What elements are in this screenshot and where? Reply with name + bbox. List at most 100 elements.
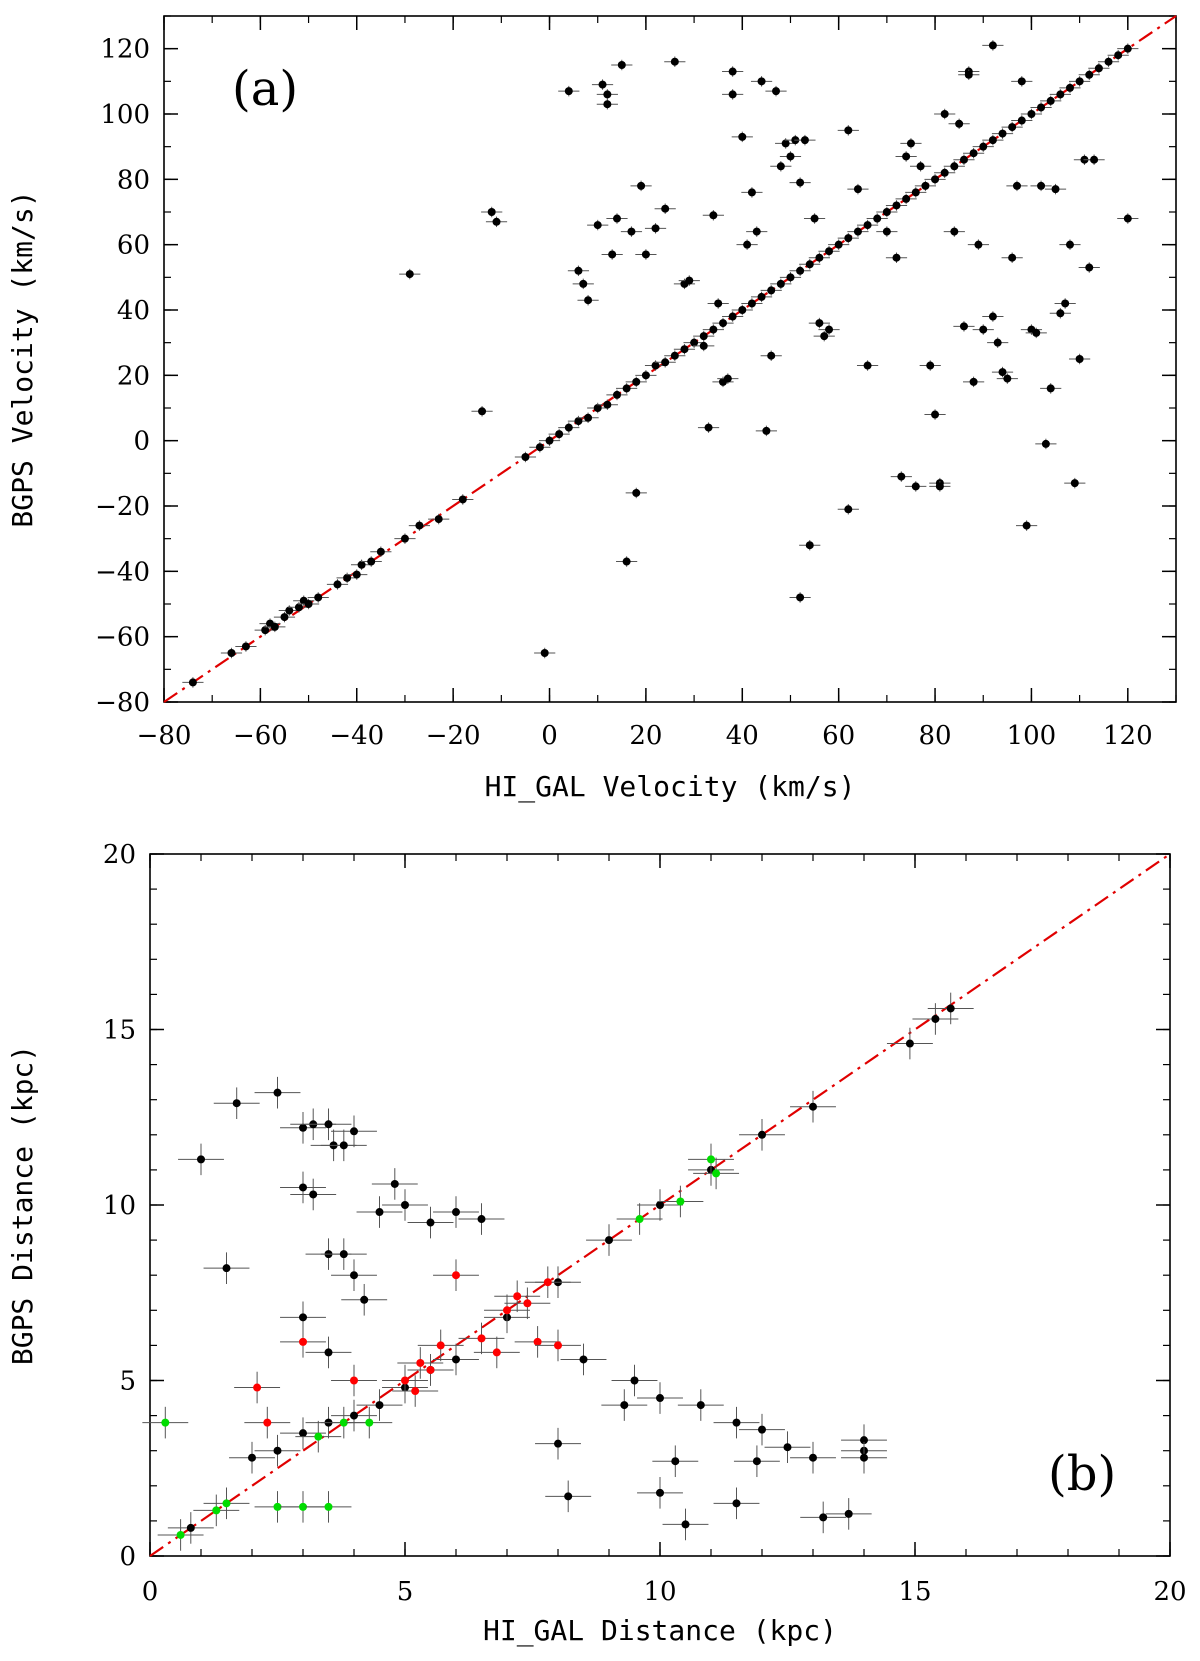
data-point	[304, 600, 313, 608]
y-tick-label: 100	[100, 100, 150, 130]
ticks-a: −80 −60 −40 −20 0 20 40 60 80 100 120 −80 −60 −40 −20 0…	[95, 15, 1177, 751]
x-tick-label: 40	[726, 721, 759, 751]
data-point	[809, 1453, 817, 1462]
series-outliers	[399, 40, 1139, 659]
data-point	[324, 1502, 333, 1511]
data-point	[1051, 185, 1060, 194]
data-point	[627, 227, 636, 236]
data-point	[1008, 253, 1017, 262]
x-axis-label-b: HI_GAL Distance (kpc)	[483, 1614, 837, 1648]
data-point	[176, 1530, 185, 1539]
data-point	[352, 570, 361, 579]
data-point	[696, 1401, 705, 1410]
data-point	[1085, 70, 1094, 79]
data-point	[564, 87, 573, 96]
data-point	[478, 407, 487, 416]
data-point	[656, 1394, 664, 1403]
y-tick-label: 20	[103, 840, 136, 870]
data-point	[783, 1443, 792, 1452]
data-point	[188, 678, 197, 687]
data-point	[294, 603, 303, 612]
panel-label-a: (a)	[232, 61, 298, 117]
data-point	[622, 384, 631, 393]
data-point	[860, 1436, 868, 1445]
panel-b-distance: 0 5 10 15 20 0 5 10 15 20 (b) HI_GAL Distance (kp…	[6, 840, 1187, 1648]
data-point	[533, 1337, 542, 1346]
data-point	[809, 1102, 817, 1111]
data-point	[819, 1513, 828, 1522]
data-point	[1123, 44, 1132, 53]
x-tick-label: 20	[1153, 1577, 1186, 1607]
data-point	[1037, 103, 1046, 112]
data-point	[661, 358, 670, 367]
data-point	[998, 368, 1007, 377]
data-point	[1114, 51, 1123, 60]
data-point	[776, 279, 785, 288]
data-point	[263, 1418, 272, 1427]
data-point	[946, 1004, 955, 1013]
x-axis-label-a: HI_GAL Velocity (km/s)	[485, 770, 856, 804]
data-point	[902, 152, 911, 161]
data-point	[1022, 521, 1031, 530]
data-point	[1075, 77, 1084, 86]
series-black-sources	[167, 992, 974, 1544]
data-point	[825, 247, 834, 256]
data-point	[905, 1039, 914, 1048]
data-point	[860, 1453, 868, 1462]
data-point	[574, 417, 583, 426]
data-point	[906, 139, 915, 148]
y-tick-label: 80	[117, 165, 150, 195]
data-point	[762, 426, 771, 435]
data-point	[477, 1215, 486, 1224]
y-tick-label: 60	[117, 231, 150, 261]
x-tick-label: −20	[426, 721, 481, 751]
data-point	[241, 642, 250, 651]
data-point	[641, 371, 650, 380]
data-point	[796, 266, 805, 275]
data-point	[401, 1201, 409, 1209]
data-point	[926, 361, 935, 370]
data-point	[545, 436, 554, 445]
data-point	[1075, 355, 1084, 363]
data-point	[758, 1425, 766, 1434]
data-point	[1123, 214, 1132, 223]
data-point	[273, 1502, 282, 1511]
data-point	[434, 515, 443, 524]
y-tick-label: −20	[95, 492, 150, 522]
data-point	[405, 270, 414, 279]
data-point	[1094, 64, 1103, 73]
data-point	[375, 1401, 384, 1410]
data-point	[612, 214, 621, 223]
data-point	[1070, 479, 1079, 488]
x-tick-label: 0	[142, 1577, 159, 1607]
data-point	[969, 377, 978, 386]
data-point	[375, 1208, 384, 1217]
data-point	[998, 129, 1007, 138]
data-point	[738, 132, 747, 141]
data-point	[401, 1376, 409, 1385]
data-point	[670, 57, 679, 66]
data-point	[339, 1141, 348, 1150]
data-point	[436, 1341, 445, 1350]
data-point	[651, 361, 660, 370]
data-point	[752, 1457, 761, 1466]
data-point	[452, 1271, 460, 1280]
data-point	[656, 1488, 664, 1497]
data-point	[767, 351, 776, 360]
data-point	[844, 505, 853, 514]
data-point	[161, 1418, 170, 1427]
data-point	[781, 139, 790, 148]
data-point	[584, 296, 593, 305]
data-point	[452, 1208, 460, 1217]
data-point	[603, 90, 612, 99]
panel-a-velocity: −80 −60 −40 −20 0 20 40 60 80 100 120 −80 −60 −40 −20 0…	[6, 15, 1177, 804]
data-point	[979, 142, 988, 151]
data-point	[357, 560, 366, 569]
data-point	[747, 188, 756, 197]
data-point	[270, 622, 279, 631]
data-point	[690, 338, 699, 347]
data-point	[767, 286, 776, 295]
data-point	[969, 149, 978, 158]
data-point	[940, 110, 949, 118]
